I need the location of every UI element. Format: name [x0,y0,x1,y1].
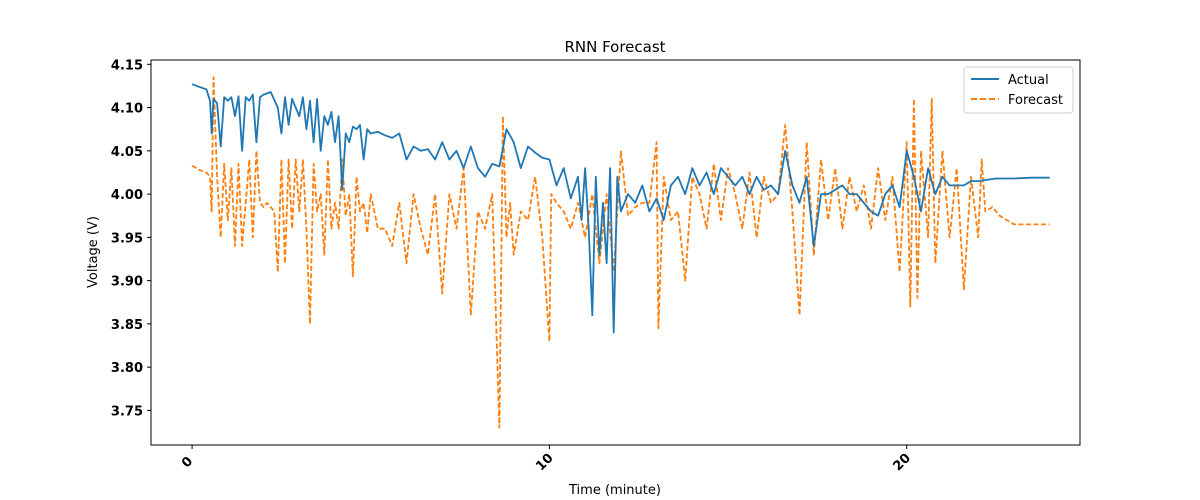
y-tick-label: 3.80 [111,361,143,376]
legend-forecast-label: Forecast [1008,93,1063,108]
y-tick-label: 4.10 [111,102,143,117]
x-axis-label: Time (minute) [568,483,661,498]
y-tick-label: 4.05 [111,145,143,160]
legend: Actual Forecast [963,66,1074,114]
title-group: RNN Forecast [564,38,665,56]
y-tick-label: 4.15 [111,58,143,73]
series-line-actual [191,83,1050,334]
x-axis-ticks: 0 10 20 [179,445,914,474]
x-tick-label: 20 [891,451,914,474]
plot-area [191,76,1050,429]
y-axis-label: Voltage (V) [86,216,101,288]
y-tick-label: 3.95 [111,231,143,246]
chart-title: RNN Forecast [564,38,665,56]
plot-frame [150,59,1081,446]
legend-actual-label: Actual [1008,73,1049,88]
x-tick-label: 10 [533,451,556,474]
y-tick-label: 3.85 [111,318,143,333]
y-tick-label: 3.75 [111,404,143,419]
y-tick-label: 4.00 [111,188,143,203]
series-line-forecast [191,76,1050,429]
y-tick-label: 3.90 [111,275,143,290]
x-tick-label: 0 [179,454,196,471]
y-axis-ticks: 3.75 3.80 3.85 3.90 3.95 4.00 4.05 4.10 4.15 [111,58,151,419]
